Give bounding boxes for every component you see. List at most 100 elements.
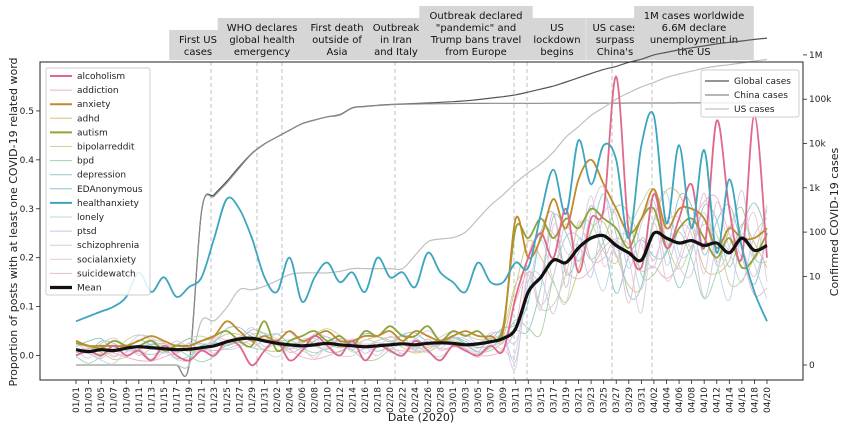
x-tick-label: 03/27 [612,387,622,413]
annotation-text: US cases [592,23,637,34]
annotation-box [298,18,376,60]
x-tick-label: 01/17 [173,387,183,413]
x-tick-label: 03/05 [474,387,484,413]
legend-label: China cases [734,91,788,101]
annotation-text: and Italy [374,47,418,58]
annotation-text: surpass [596,35,635,46]
legend-label: lonely [77,213,105,223]
y-tick-label: 0.4 [20,156,35,166]
annotation-text: from Europe [445,47,507,58]
cases-line [76,58,768,369]
x-axis: 01/01 01/03 01/05 01/07 01/09 01/11 01/13 01/15… [72,380,773,413]
annotation-text: begins [540,47,573,58]
legend-label: alcoholism [77,72,125,82]
y-tick-label: 0.1 [20,303,34,313]
legend-label: depression [77,171,126,181]
series-line [75,192,768,358]
y2-tick-label: 1k [809,184,821,194]
x-tick-label: 04/10 [700,387,710,413]
legend-box [45,67,151,296]
x-tick-label: 04/06 [675,387,685,413]
x-tick-label: 02/10 [323,387,333,413]
series-line [75,230,768,354]
x-tick-label: 04/12 [713,387,723,413]
legend-label: EDAnonymous [77,185,143,195]
x-tick-label: 03/09 [499,387,509,413]
x-tick-label: 02/28 [436,387,446,413]
legend-label: ptsd [77,227,97,237]
x-tick-label: 04/18 [750,387,760,413]
x-tick-label: 01/09 [122,387,132,413]
y2-tick-label: 100 [809,228,826,238]
annotation-text: the US [677,47,710,58]
x-tick-label: 02/18 [374,387,384,413]
annotation-text: Asia [327,47,348,58]
annotation-text: unemployment in [650,35,738,46]
annotation-text: "pandemic" and [436,23,517,34]
x-tick-label: 03/17 [549,387,559,413]
x-tick-label: 04/16 [738,387,748,413]
series-lines [75,75,768,371]
x-tick-label: 01/31 [260,387,270,413]
x-tick-label: 02/26 [424,387,434,413]
annotation-text: in Iran [380,35,412,46]
legend-left: alcoholism addiction anxiety adhd autism bipo… [45,67,151,296]
x-tick-label: 04/20 [763,387,773,413]
x-tick-label: 01/11 [135,387,145,413]
x-tick-label: 03/25 [600,387,610,413]
x-tick-label: 02/24 [411,387,421,413]
annotation-text: 6.6M declare [662,23,727,34]
x-tick-label: 02/16 [361,387,371,413]
x-tick-label: 01/23 [210,387,220,413]
y2-tick-label: 1M [809,51,823,61]
y2-tick-label: 100k [809,95,832,105]
x-tick-label: 04/08 [688,387,698,413]
x-axis-title: Date (2020) [388,411,454,424]
y-tick-label: 0.2 [20,254,34,264]
x-tick-label: 03/13 [524,387,534,413]
annotation-text: 1M cases worldwide [644,11,745,22]
legend-label: autism [77,128,108,138]
series-line [75,158,768,348]
series-line [75,111,768,323]
legend-label: Mean [77,284,102,294]
y2-axis-title: Confirmed COVID-19 cases [828,147,841,296]
legend-label: adhd [77,114,100,124]
legend-label: socialanxiety [77,255,137,265]
legend-right: Global cases China cases US cases [700,69,800,118]
right-axis: 0 10 100 1k 10k 100k 1M [803,51,832,371]
x-tick-label: 01/13 [147,387,157,413]
annotation-text: China's [597,47,634,58]
legend-label: healthanxiety [77,199,140,209]
x-tick-label: 04/02 [650,387,660,413]
x-tick-label: 02/12 [336,387,346,413]
x-tick-label: 02/22 [399,387,409,413]
legend-label: suicidewatch [77,269,136,279]
x-tick-label: 03/21 [575,387,585,413]
legend-label: bpd [77,157,94,167]
annotation-box [528,18,586,60]
annotation-box [419,6,533,60]
x-tick-label: 03/31 [637,387,647,413]
annotation-box [169,30,227,60]
legend-label: addiction [77,86,119,96]
legend-box [700,69,800,118]
annotation-box [364,18,428,60]
x-tick-label: 03/23 [587,387,597,413]
cases-lines [76,37,768,377]
legend-label: US cases [734,105,775,115]
annotation-text: First US [179,35,217,46]
annotation-text: WHO declares [227,23,298,34]
y2-tick-label: 0 [809,361,815,371]
annotation-text: Trump bans travel [430,35,522,46]
x-tick-label: 01/29 [248,387,258,413]
annotation-text: Outbreak [373,23,420,34]
x-tick-label: 02/02 [273,387,283,413]
legend-label: Global cases [734,77,791,87]
annotation-text: First death [310,23,363,34]
x-tick-label: 02/04 [286,387,296,413]
annotation-text: lockdown [533,35,580,46]
annotation-text: emergency [234,47,290,58]
annotation-box [634,6,754,60]
